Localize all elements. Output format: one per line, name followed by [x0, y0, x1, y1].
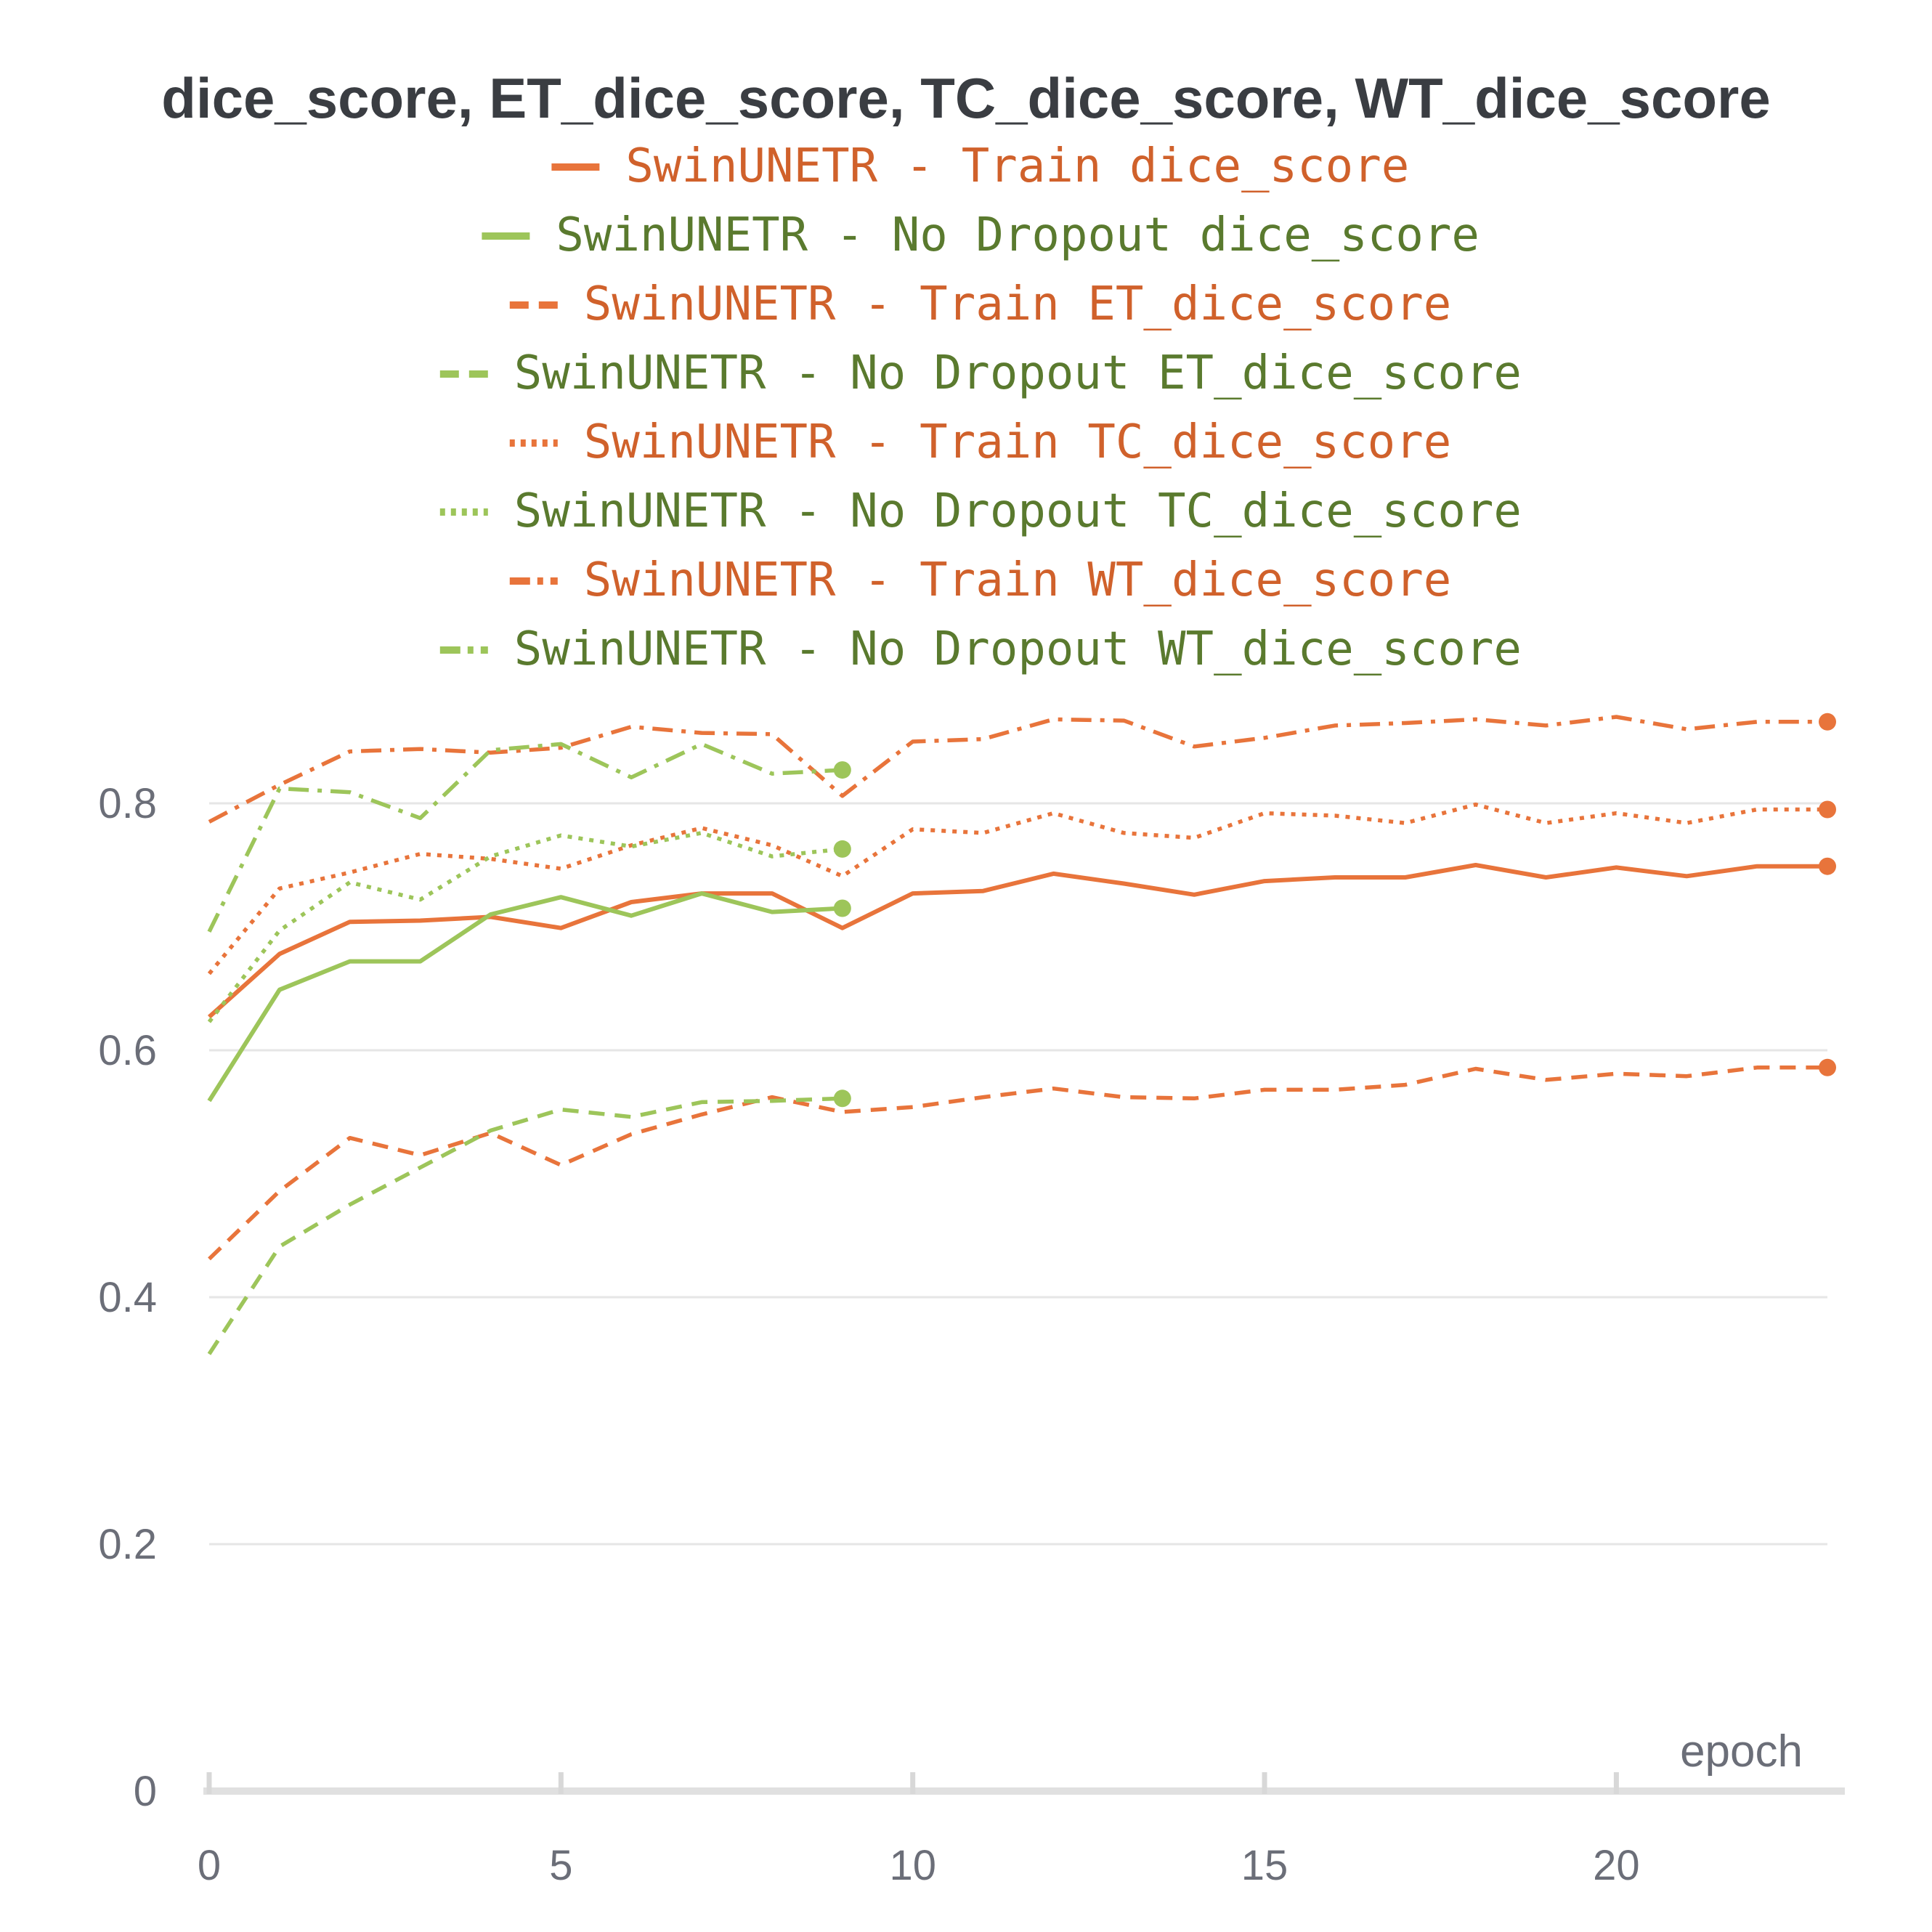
legend-label-6: SwinUNETR - No Dropout TC_dice_score	[514, 484, 1522, 538]
x-axis: 0 5 10 15 20	[198, 1772, 1845, 1889]
y-tick-label: 0.4	[98, 1274, 157, 1321]
series-line-3	[208, 1066, 1827, 1261]
y-tick-label: 0.6	[98, 1027, 157, 1074]
legend-label-3: SwinUNETR - Train ET_dice_score	[584, 277, 1451, 331]
legend-label-4: SwinUNETR - No Dropout ET_dice_score	[514, 346, 1522, 400]
chart-title: dice_score, ET_dice_score, TC_dice_score…	[161, 66, 1770, 130]
series-group	[207, 713, 1836, 1355]
series-end-point-4	[833, 1089, 851, 1108]
y-tick-label: 0.2	[98, 1521, 157, 1568]
x-tick-label: 20	[1593, 1842, 1640, 1889]
series-end-point-8	[833, 761, 851, 779]
series-line-5	[207, 802, 1827, 975]
legend: SwinUNETR - Train dice_score SwinUNETR - …	[439, 139, 1522, 676]
y-axis: 0 0.2 0.4 0.6 0.8	[98, 780, 157, 1815]
series-end-point-1	[1819, 857, 1836, 875]
x-tick-label: 15	[1241, 1842, 1288, 1889]
series-end-point-7	[1819, 713, 1836, 731]
series-line-7	[208, 715, 1827, 824]
x-tick-label: 5	[549, 1842, 572, 1889]
legend-label-7: SwinUNETR - Train WT_dice_score	[584, 553, 1451, 607]
y-tick-label: 0.8	[98, 780, 157, 827]
legend-label-5: SwinUNETR - Train TC_dice_score	[584, 415, 1451, 469]
series-line-2	[207, 891, 843, 1103]
legend-label-8: SwinUNETR - No Dropout WT_dice_score	[514, 622, 1522, 676]
y-tick-label: 0	[134, 1768, 157, 1815]
series-line-6	[207, 831, 843, 1023]
series-line-4	[207, 1096, 843, 1355]
x-axis-label: epoch	[1680, 1726, 1803, 1777]
series-end-point-6	[833, 840, 851, 858]
series-end-point-3	[1819, 1058, 1836, 1076]
series-end-point-2	[833, 899, 851, 917]
x-tick-label: 0	[198, 1842, 221, 1889]
legend-label-2: SwinUNETR - No Dropout dice_score	[556, 208, 1480, 262]
series-end-point-5	[1819, 800, 1836, 819]
grid	[209, 802, 1827, 1546]
legend-label-1: SwinUNETR - Train dice_score	[625, 139, 1409, 193]
x-tick-label: 10	[889, 1842, 936, 1889]
series-line-1	[207, 863, 1827, 1019]
series-line-8	[207, 742, 843, 933]
